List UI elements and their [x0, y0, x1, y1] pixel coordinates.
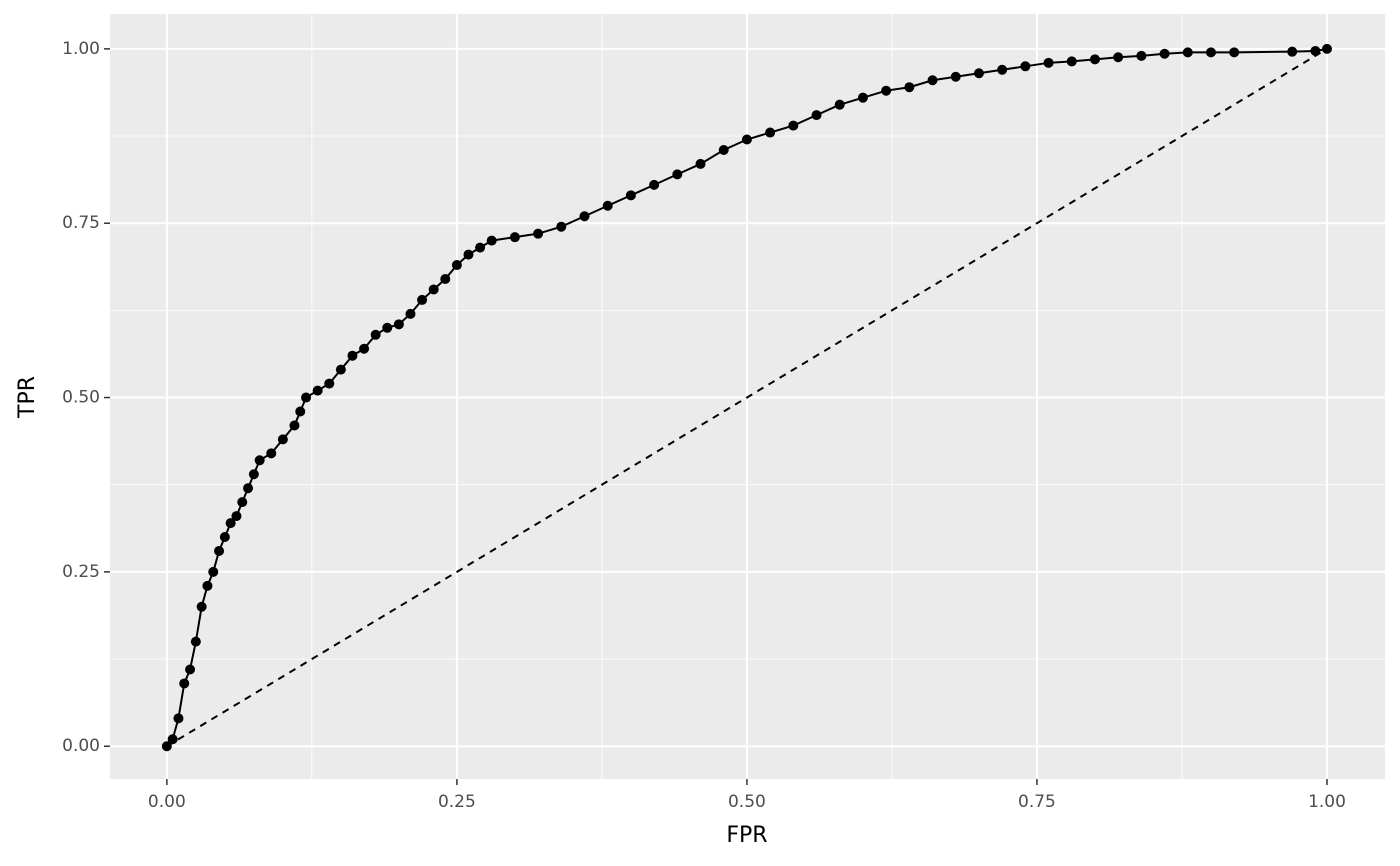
- roc-point: [254, 455, 265, 466]
- roc-point: [324, 378, 335, 389]
- roc-point: [208, 566, 219, 577]
- roc-point: [167, 734, 178, 745]
- reference-line: [166, 48, 1328, 748]
- roc-point: [289, 420, 300, 431]
- roc-point: [214, 545, 225, 556]
- x-tick-label: 0.75: [1018, 792, 1056, 812]
- y-tick-label: 1.00: [62, 39, 100, 59]
- x-tick-label: 0.50: [728, 792, 766, 812]
- roc-point: [179, 678, 190, 689]
- roc-point: [625, 190, 636, 201]
- x-tick-label: 0.25: [438, 792, 476, 812]
- x-tick-label: 1.00: [1308, 792, 1346, 812]
- roc-point: [243, 483, 254, 494]
- y-tick-label: 0.00: [62, 736, 100, 756]
- roc-point: [788, 120, 799, 131]
- roc-point: [556, 221, 567, 232]
- roc-point: [1310, 45, 1321, 56]
- roc-point: [718, 144, 729, 155]
- roc-point: [225, 518, 236, 529]
- roc-point: [765, 127, 776, 138]
- roc-point: [997, 64, 1008, 75]
- roc-point: [927, 75, 938, 86]
- roc-point: [231, 511, 242, 522]
- roc-point: [382, 322, 393, 333]
- roc-point: [463, 249, 474, 260]
- roc-point: [196, 601, 207, 612]
- roc-point: [219, 532, 230, 543]
- roc-point: [533, 228, 544, 239]
- roc-point: [649, 179, 660, 190]
- roc-point: [301, 392, 312, 403]
- roc-point: [579, 211, 590, 222]
- roc-point: [185, 664, 196, 675]
- roc-point: [672, 169, 683, 180]
- roc-point: [1113, 52, 1124, 63]
- roc-point: [161, 741, 172, 752]
- y-tick-label: 0.50: [62, 388, 100, 408]
- roc-point: [1229, 47, 1240, 58]
- roc-point: [834, 99, 845, 110]
- roc-point: [1205, 47, 1216, 58]
- roc-point: [451, 260, 462, 271]
- roc-point: [1043, 57, 1054, 68]
- roc-point: [190, 636, 201, 647]
- x-axis-title: FPR: [726, 823, 767, 848]
- roc-point: [881, 85, 892, 96]
- roc-point: [428, 284, 439, 295]
- roc-point: [266, 448, 277, 459]
- roc-point: [509, 232, 520, 243]
- roc-point: [695, 158, 706, 169]
- roc-point: [602, 200, 613, 211]
- roc-point: [973, 68, 984, 79]
- roc-point: [741, 134, 752, 145]
- roc-point: [405, 308, 416, 319]
- roc-point: [1287, 46, 1298, 57]
- roc-point: [1089, 54, 1100, 65]
- roc-point: [1020, 61, 1031, 72]
- roc-point: [417, 294, 428, 305]
- roc-point: [359, 343, 370, 354]
- y-tick-label: 0.25: [62, 562, 100, 582]
- roc-point: [1182, 47, 1193, 58]
- roc-point: [312, 385, 323, 396]
- roc-point: [393, 319, 404, 330]
- roc-point: [950, 71, 961, 82]
- roc-point: [904, 82, 915, 93]
- roc-point: [277, 434, 288, 445]
- roc-point: [811, 110, 822, 121]
- roc-point: [1066, 56, 1077, 67]
- roc-point: [202, 580, 213, 591]
- roc-point: [440, 273, 451, 284]
- roc-point: [347, 350, 358, 361]
- y-axis-title: TPR: [15, 376, 40, 419]
- roc-point: [335, 364, 346, 375]
- roc-point: [475, 242, 486, 253]
- y-tick-label: 0.75: [62, 213, 100, 233]
- roc-point: [295, 406, 306, 417]
- roc-point: [237, 497, 248, 508]
- roc-point: [370, 329, 381, 340]
- roc-point: [248, 469, 259, 480]
- x-tick-label: 0.00: [148, 792, 186, 812]
- roc-point: [173, 713, 184, 724]
- roc-point: [1159, 48, 1170, 59]
- roc-point: [1321, 43, 1332, 54]
- roc-point: [1136, 50, 1147, 61]
- roc-point: [857, 92, 868, 103]
- roc-point: [486, 235, 497, 246]
